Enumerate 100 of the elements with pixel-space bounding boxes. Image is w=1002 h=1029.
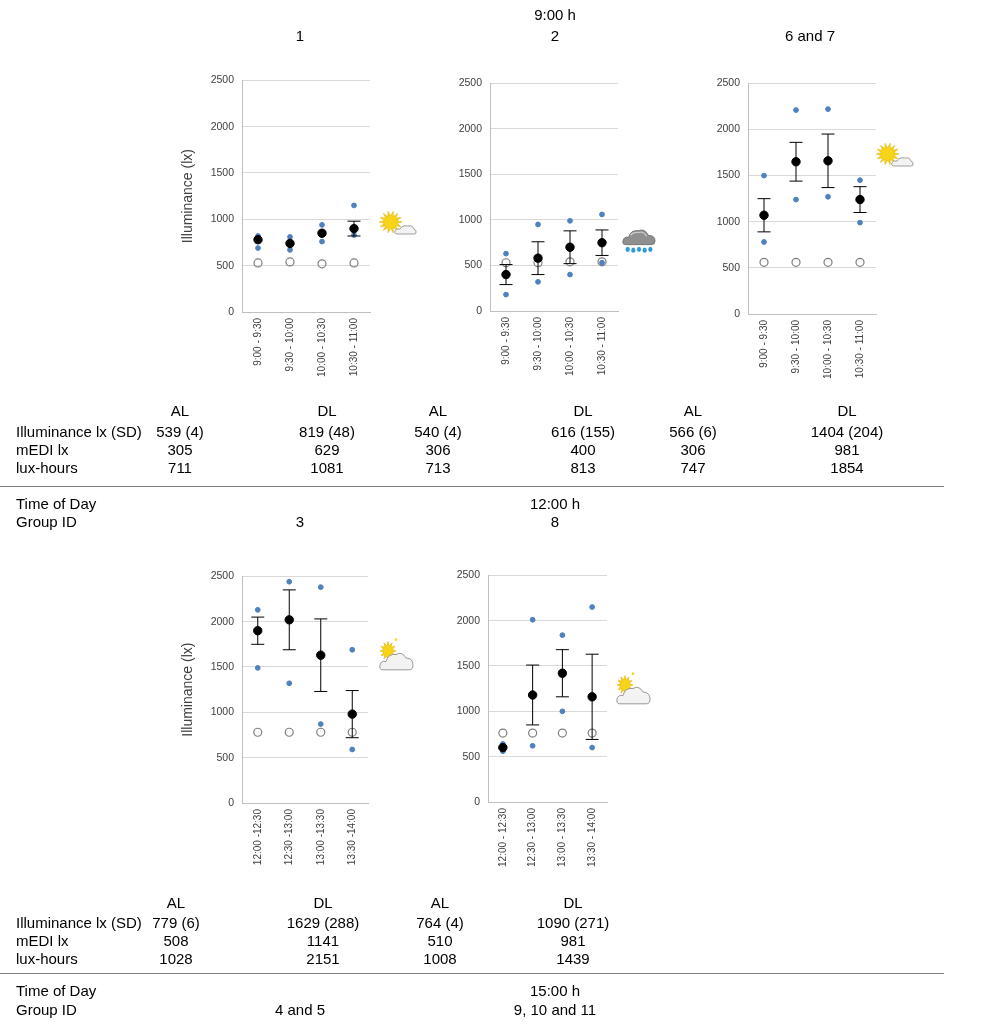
text: 566 (6) bbox=[669, 423, 717, 440]
text: 9, 10 and 11 bbox=[513, 1001, 597, 1018]
x-tick-label: 10:30 - 11:00 bbox=[347, 317, 359, 377]
x-tick-label: 9:00 - 9:30 bbox=[499, 316, 511, 365]
text: 4 and 5 bbox=[274, 1001, 326, 1018]
y-tick-label: 2500 bbox=[458, 76, 483, 89]
y-tick-label: 2500 bbox=[210, 73, 235, 86]
text: 711 bbox=[168, 459, 192, 476]
y-tick-label: 500 bbox=[722, 260, 741, 273]
y-tick-label: 2000 bbox=[456, 613, 481, 626]
y-tick-label: 2500 bbox=[716, 76, 741, 89]
text: 306 bbox=[680, 441, 706, 458]
text: 508 bbox=[163, 932, 189, 949]
category-label: Illuminance lx (SD) bbox=[16, 423, 142, 440]
y-tick-label: 0 bbox=[476, 303, 483, 316]
text: 539 (4) bbox=[156, 423, 204, 440]
y-tick-label: 0 bbox=[228, 795, 235, 808]
category-label: Illuminance lx (SD) bbox=[16, 914, 142, 931]
x-tick-label: 9:30 - 10:00 bbox=[531, 316, 543, 371]
x-tick-label: 10:00 - 10:30 bbox=[315, 317, 327, 377]
category-label: Time of Day bbox=[16, 982, 97, 999]
y-tick-label: 1500 bbox=[210, 659, 235, 672]
text: 400 bbox=[570, 441, 596, 458]
text: 747 bbox=[680, 459, 706, 476]
y-tick-label: 1000 bbox=[458, 212, 483, 225]
category-label: Group ID bbox=[16, 513, 77, 530]
x-tick-label: 12:00 -12:30 bbox=[251, 808, 263, 866]
category-label: AL bbox=[166, 894, 186, 912]
category-label: lux-hours bbox=[16, 459, 78, 476]
x-tick-label: 9:00 - 9:30 bbox=[757, 319, 769, 368]
text: 1404 (204) bbox=[810, 423, 884, 440]
y-tick-label: 1000 bbox=[716, 214, 741, 227]
category-label: DL bbox=[563, 894, 583, 912]
x-tick-label: 12:00 - 12:30 bbox=[496, 807, 508, 867]
y-tick-label: 500 bbox=[464, 258, 483, 271]
x-tick-label: 10:00 - 10:30 bbox=[821, 319, 833, 379]
y-tick-label: 2000 bbox=[210, 119, 235, 132]
category-label: AL bbox=[430, 894, 450, 912]
y-tick-label: 1000 bbox=[456, 704, 481, 717]
x-tick-label: 12:30 - 13:00 bbox=[526, 807, 538, 867]
x-tick-label: 9:30 - 10:00 bbox=[789, 319, 801, 374]
y-tick-label: 0 bbox=[474, 794, 481, 807]
category-label: AL bbox=[428, 402, 448, 420]
x-tick-label: 12:30 -13:00 bbox=[283, 808, 294, 866]
text: 629 bbox=[314, 441, 340, 458]
text: 616 (155) bbox=[550, 423, 616, 440]
text: 1090 (271) bbox=[536, 914, 610, 931]
text: 1439 bbox=[556, 950, 590, 967]
y-tick-label: 2000 bbox=[716, 122, 741, 135]
x-tick-label: 13:30 - 14:00 bbox=[585, 807, 597, 867]
text: 2 bbox=[550, 27, 560, 44]
category-label: DL bbox=[317, 402, 337, 420]
text: 15:00 h bbox=[529, 982, 581, 999]
text: 1629 (288) bbox=[286, 914, 360, 931]
x-tick-label: 9:30 - 10:00 bbox=[283, 317, 295, 372]
y-tick-label: 1500 bbox=[458, 167, 483, 180]
category-label: mEDI lx bbox=[16, 932, 69, 949]
x-tick-label: 13:00 - 13:30 bbox=[556, 807, 568, 867]
text: 9:00 h bbox=[534, 6, 576, 23]
category-label: Group ID bbox=[16, 1001, 77, 1018]
text: 764 (4) bbox=[416, 914, 464, 931]
x-tick-label: 13:30 -14:00 bbox=[346, 808, 357, 866]
x-tick-label: 9:00 - 9:30 bbox=[251, 317, 263, 366]
x-tick-label: 10:30 - 11:00 bbox=[595, 316, 607, 376]
x-tick-label: 10:00 - 10:30 bbox=[563, 316, 575, 376]
text: 1028 bbox=[159, 950, 193, 967]
text: 540 (4) bbox=[414, 423, 462, 440]
x-tick-label: 10:30 - 11:00 bbox=[853, 319, 865, 379]
category-label: DL bbox=[573, 402, 593, 420]
y-tick-label: 1500 bbox=[210, 165, 235, 178]
y-tick-label: 0 bbox=[734, 306, 741, 319]
text: 305 bbox=[167, 441, 193, 458]
text: 1854 bbox=[830, 459, 864, 476]
y-tick-label: 1500 bbox=[456, 658, 481, 671]
y-tick-label: 500 bbox=[216, 750, 235, 763]
text: 2151 bbox=[306, 950, 340, 967]
text: 819 (48) bbox=[299, 423, 355, 440]
text: 1141 bbox=[306, 932, 340, 949]
y-tick-label: 2500 bbox=[210, 569, 235, 582]
y-tick-label: 0 bbox=[228, 304, 235, 317]
y-axis-title: Illuminance (lx) bbox=[179, 149, 196, 244]
text: 713 bbox=[425, 459, 451, 476]
text: 6 and 7 bbox=[784, 27, 836, 44]
text: 306 bbox=[425, 441, 451, 458]
text: 779 (6) bbox=[152, 914, 200, 931]
y-tick-label: 500 bbox=[216, 258, 235, 271]
category-label: AL bbox=[170, 402, 190, 420]
y-tick-label: 2000 bbox=[458, 121, 483, 134]
text: 1081 bbox=[310, 459, 344, 476]
y-tick-label: 1000 bbox=[210, 705, 235, 718]
text: 1 bbox=[295, 27, 305, 44]
y-tick-label: 1000 bbox=[210, 212, 235, 225]
category-label: lux-hours bbox=[16, 950, 78, 967]
y-tick-label: 500 bbox=[462, 749, 481, 762]
category-label: AL bbox=[683, 402, 703, 420]
text: 1008 bbox=[423, 950, 457, 967]
text: 3 bbox=[295, 513, 305, 530]
category-label: DL bbox=[837, 402, 857, 420]
x-tick-label: 13:00 -13:30 bbox=[314, 808, 326, 866]
category-label: mEDI lx bbox=[16, 441, 69, 458]
